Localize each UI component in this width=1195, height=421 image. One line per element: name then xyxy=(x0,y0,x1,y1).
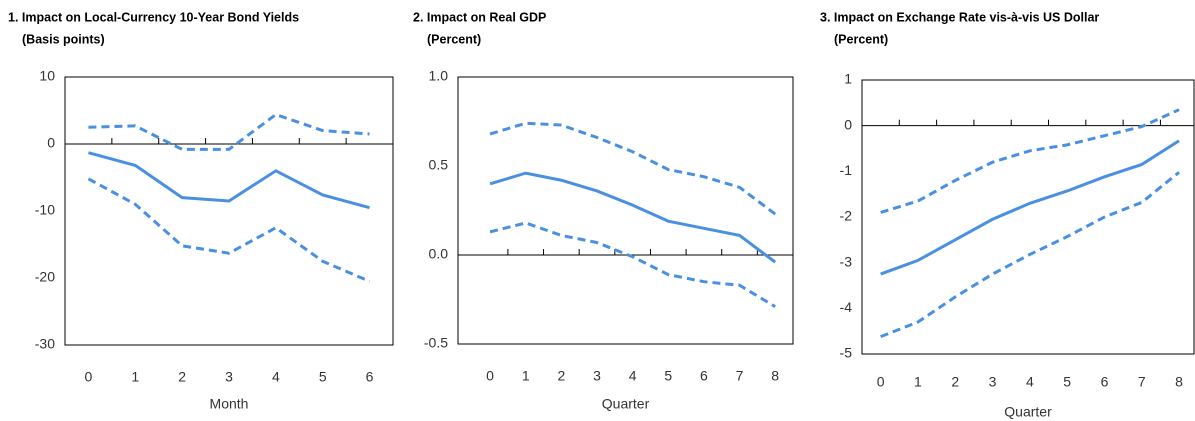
plot-frame xyxy=(64,76,394,346)
panel-title: 1. Impact on Local-Currency 10-Year Bond… xyxy=(8,10,299,24)
x-tick-label: 6 xyxy=(366,369,374,385)
x-tick-label: 1 xyxy=(522,368,530,384)
panel-subtitle: (Basis points) xyxy=(22,32,105,46)
series-line xyxy=(880,171,1181,339)
x-tick-label: 2 xyxy=(557,368,565,384)
x-tick-label: 6 xyxy=(700,368,708,384)
y-tick-label: -2 xyxy=(840,208,853,224)
x-tick-label: 4 xyxy=(272,369,280,385)
x-tick-label: 6 xyxy=(1101,374,1109,390)
x-tick-label: 4 xyxy=(629,368,637,384)
y-tick-label: -10 xyxy=(35,202,55,218)
panel-title: 2. Impact on Real GDP xyxy=(413,10,546,24)
x-tick-label: 8 xyxy=(1175,374,1183,390)
x-tick-label: 2 xyxy=(178,369,186,385)
series-line xyxy=(88,112,370,151)
y-tick-label: -30 xyxy=(35,336,55,352)
x-tick-label: 7 xyxy=(736,368,744,384)
x-axis-label: Month xyxy=(210,396,249,412)
panel-subtitle: (Percent) xyxy=(427,32,481,46)
y-tick-label: 10 xyxy=(39,68,55,84)
x-tick-label: 3 xyxy=(593,368,601,384)
series-line xyxy=(489,221,776,308)
x-tick-label: 1 xyxy=(131,369,139,385)
x-tick-label: 4 xyxy=(1026,374,1034,390)
x-tick-label: 0 xyxy=(877,374,885,390)
series-line xyxy=(880,108,1180,214)
x-tick-label: 0 xyxy=(85,369,93,385)
panel-title: 3. Impact on Exchange Rate vis-à-vis US … xyxy=(820,10,1099,24)
y-tick-label: 0 xyxy=(47,135,55,151)
x-tick-label: 3 xyxy=(989,374,997,390)
y-tick-label: 0.0 xyxy=(429,246,449,262)
x-tick-label: 2 xyxy=(951,374,959,390)
x-tick-label: 1 xyxy=(914,374,922,390)
panel-subtitle: (Percent) xyxy=(834,32,888,46)
series-line xyxy=(88,151,370,210)
x-tick-label: 5 xyxy=(1063,374,1071,390)
series-line xyxy=(489,121,777,216)
y-tick-label: -20 xyxy=(35,269,55,285)
y-tick-label: 1.0 xyxy=(429,68,449,84)
y-tick-label: 1 xyxy=(844,71,852,87)
x-tick-label: 5 xyxy=(664,368,672,384)
y-tick-label: 0.5 xyxy=(429,157,449,173)
series-line xyxy=(489,171,777,264)
x-tick-label: 5 xyxy=(319,369,327,385)
plot-frame xyxy=(457,76,794,345)
x-axis-label: Quarter xyxy=(1004,404,1052,420)
y-tick-label: -1 xyxy=(840,162,853,178)
x-tick-label: 3 xyxy=(225,369,233,385)
y-tick-label: -4 xyxy=(840,299,853,315)
series-line xyxy=(880,139,1180,276)
y-tick-label: -0.5 xyxy=(424,335,448,351)
y-tick-label: -3 xyxy=(840,253,853,269)
x-axis-label: Quarter xyxy=(602,396,650,412)
series-line xyxy=(87,177,371,283)
x-tick-label: 0 xyxy=(486,368,494,384)
y-tick-label: -5 xyxy=(840,345,853,361)
y-tick-label: 0 xyxy=(844,116,852,132)
x-tick-label: 8 xyxy=(771,368,779,384)
plot-frame xyxy=(861,79,1195,355)
x-tick-label: 7 xyxy=(1138,374,1146,390)
